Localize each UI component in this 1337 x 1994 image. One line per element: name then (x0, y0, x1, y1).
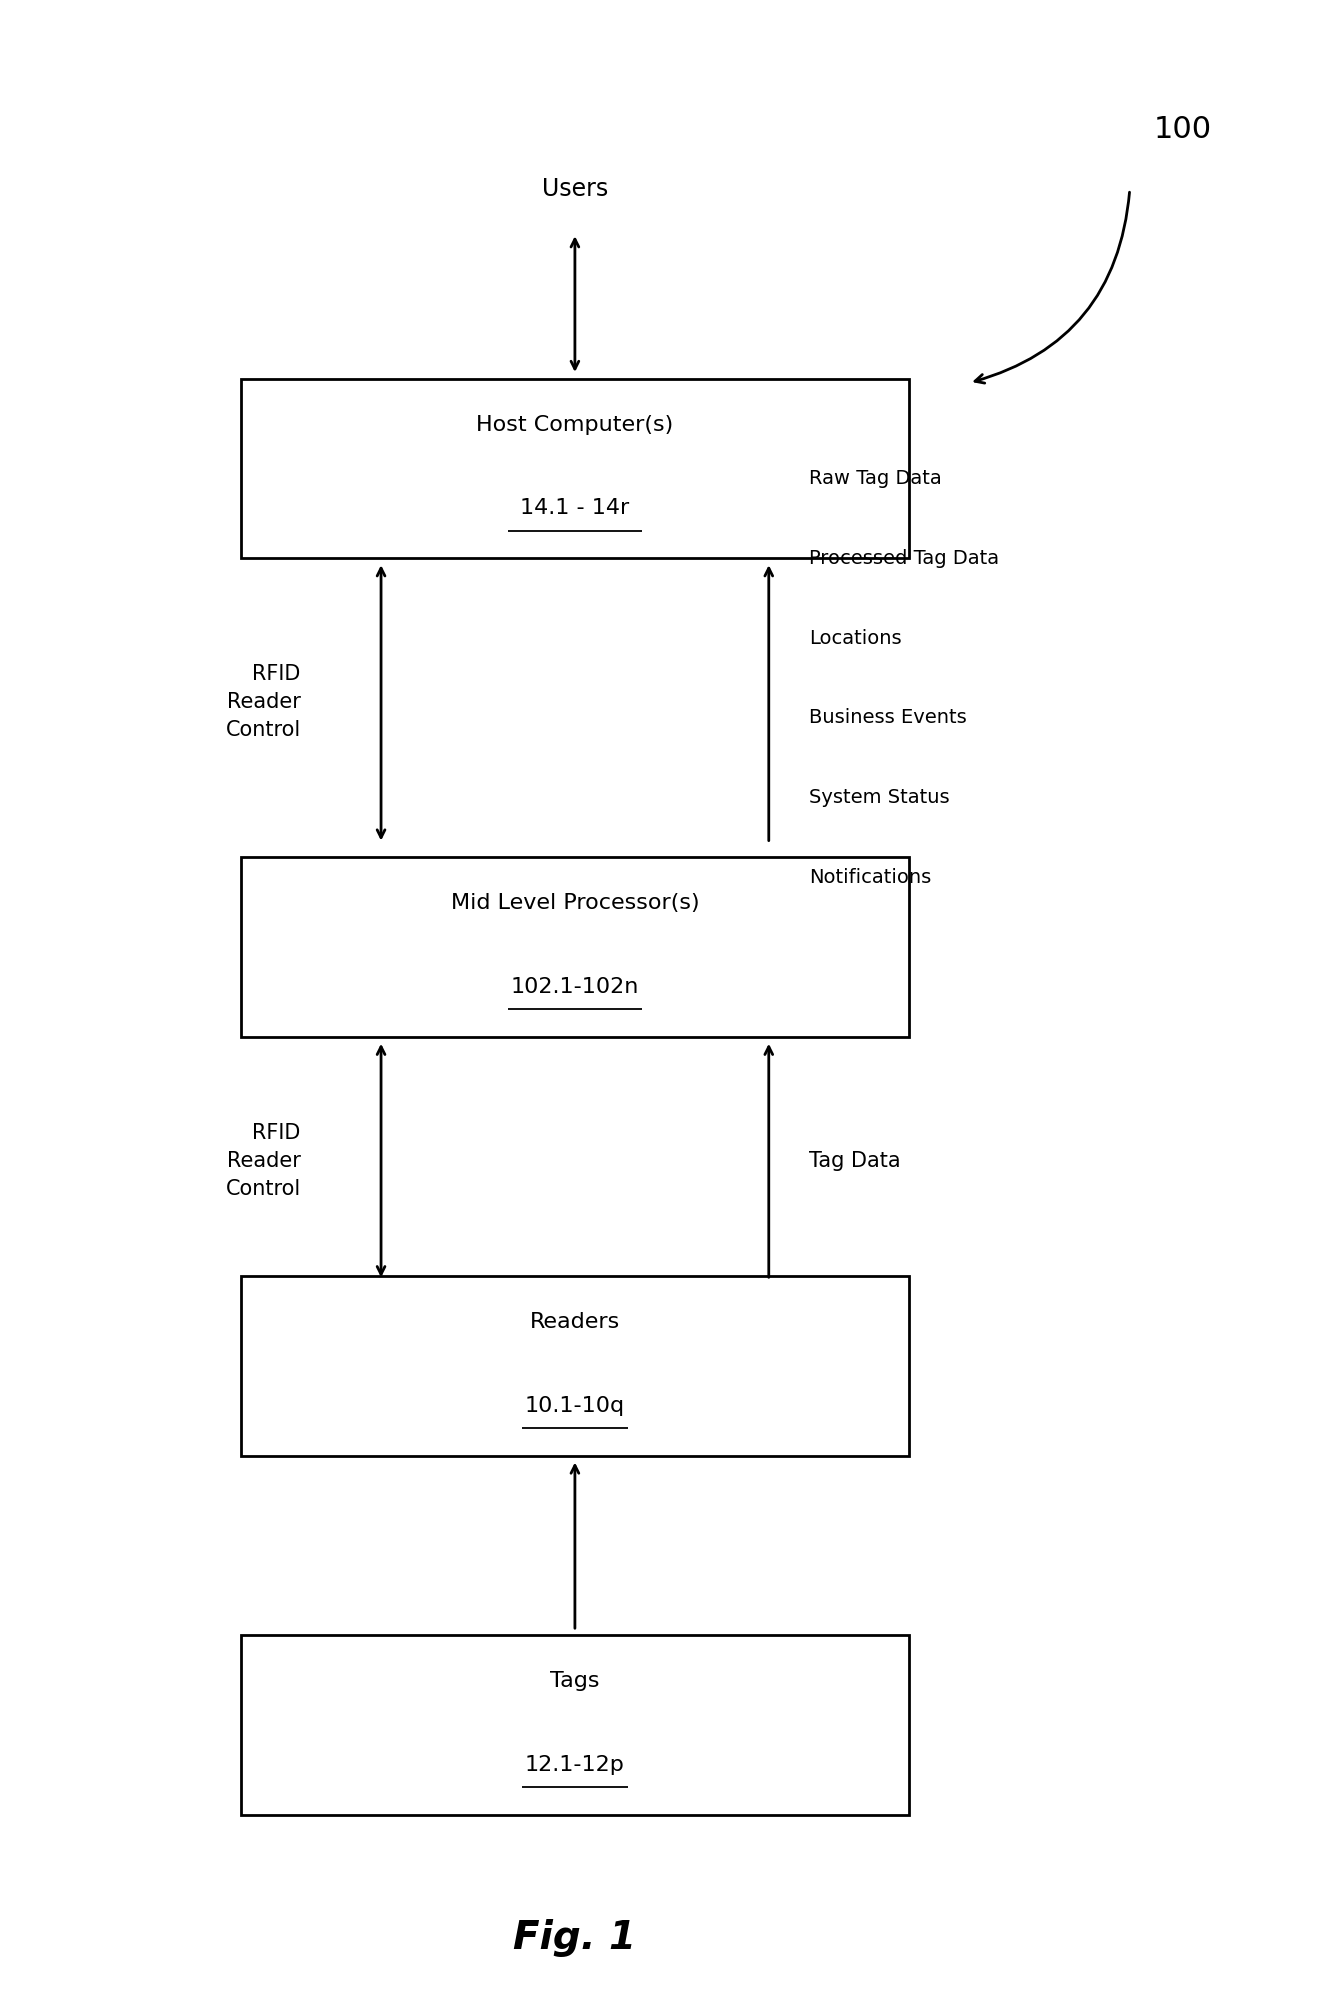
Text: Host Computer(s): Host Computer(s) (476, 415, 674, 435)
Text: 10.1-10q: 10.1-10q (525, 1396, 624, 1416)
Text: 12.1-12p: 12.1-12p (525, 1755, 624, 1775)
Text: Fig. 1: Fig. 1 (513, 1918, 636, 1958)
FancyBboxPatch shape (241, 1276, 909, 1456)
Text: Raw Tag Data: Raw Tag Data (809, 469, 941, 489)
Text: Readers: Readers (529, 1312, 620, 1332)
Text: RFID
Reader
Control: RFID Reader Control (226, 664, 301, 740)
FancyBboxPatch shape (241, 857, 909, 1037)
Text: Users: Users (541, 177, 608, 201)
Text: 100: 100 (1154, 116, 1213, 144)
FancyBboxPatch shape (241, 379, 909, 558)
Text: RFID
Reader
Control: RFID Reader Control (226, 1123, 301, 1198)
Text: 102.1-102n: 102.1-102n (511, 977, 639, 997)
Text: Tag Data: Tag Data (809, 1151, 901, 1170)
Text: Business Events: Business Events (809, 708, 967, 728)
Text: Processed Tag Data: Processed Tag Data (809, 548, 999, 568)
Text: Notifications: Notifications (809, 867, 931, 887)
Text: Tags: Tags (550, 1671, 600, 1691)
Text: 14.1 - 14r: 14.1 - 14r (520, 498, 630, 518)
Text: Mid Level Processor(s): Mid Level Processor(s) (451, 893, 699, 913)
FancyBboxPatch shape (241, 1635, 909, 1815)
Text: Locations: Locations (809, 628, 901, 648)
Text: System Status: System Status (809, 788, 949, 808)
